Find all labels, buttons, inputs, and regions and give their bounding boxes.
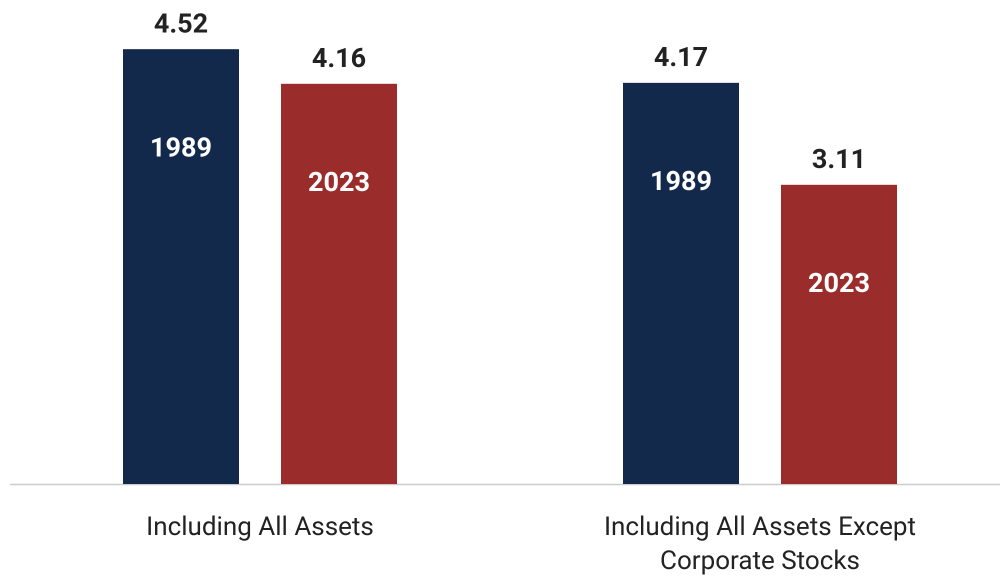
bar bbox=[123, 49, 239, 485]
category-label: Including All Assets bbox=[146, 512, 374, 542]
value-label: 4.16 bbox=[312, 42, 366, 74]
series-label: 2023 bbox=[808, 267, 870, 299]
series-label: 1989 bbox=[150, 131, 212, 163]
value-label: 4.52 bbox=[154, 7, 208, 39]
value-label: 3.11 bbox=[812, 143, 866, 175]
series-label: 1989 bbox=[650, 165, 712, 197]
value-label: 4.17 bbox=[654, 41, 708, 73]
category-label: Including All Assets Except Corporate St… bbox=[603, 512, 917, 576]
series-label: 2023 bbox=[308, 166, 370, 198]
bar bbox=[781, 184, 897, 484]
bar bbox=[623, 82, 739, 484]
bar bbox=[281, 83, 397, 485]
